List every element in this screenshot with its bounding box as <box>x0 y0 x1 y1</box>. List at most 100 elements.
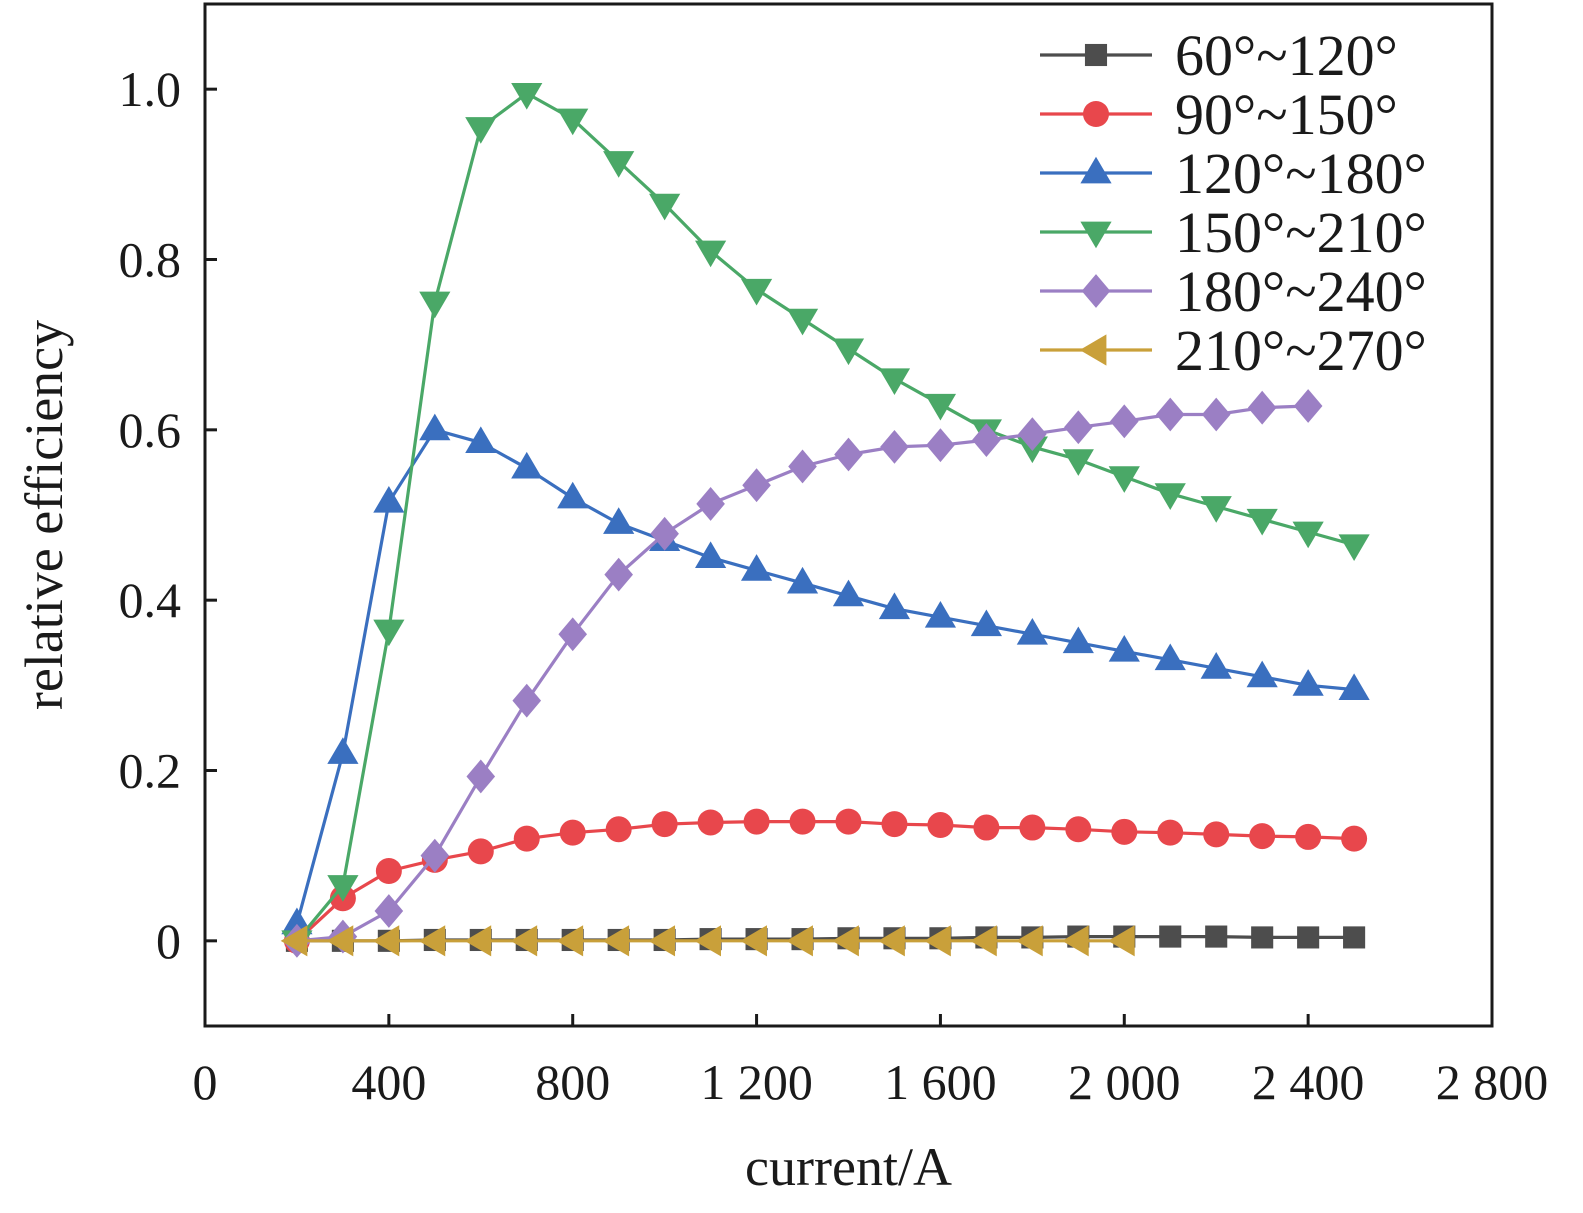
data-point <box>375 857 402 884</box>
data-point <box>280 925 308 957</box>
data-point <box>604 557 633 592</box>
y-axis-title: relative efficiency <box>14 320 74 710</box>
x-tick-label: 1 600 <box>884 1054 997 1110</box>
data-point <box>1108 466 1140 493</box>
data-point <box>327 875 359 902</box>
data-point <box>1343 926 1366 949</box>
data-point <box>1251 926 1274 949</box>
data-point <box>1297 926 1320 949</box>
data-point <box>556 925 584 957</box>
data-point <box>557 108 589 136</box>
data-point <box>743 808 770 835</box>
legend-label: 180°~240° <box>1175 259 1427 324</box>
data-point <box>511 83 543 110</box>
data-point <box>924 925 951 957</box>
data-point <box>694 925 722 957</box>
data-point <box>1109 404 1139 439</box>
data-point <box>1108 925 1135 957</box>
data-point <box>1295 823 1322 850</box>
data-point <box>835 808 862 835</box>
data-point <box>697 809 724 836</box>
x-tick-label: 400 <box>351 1054 426 1110</box>
data-point <box>1154 643 1186 671</box>
data-point <box>326 925 354 957</box>
data-point <box>970 925 997 957</box>
data-point <box>880 429 909 464</box>
legend-entry-6: 210°~270° <box>1040 318 1427 383</box>
data-point <box>786 925 813 957</box>
data-point <box>881 811 908 838</box>
data-point <box>696 487 725 521</box>
legend-marker <box>1084 43 1108 67</box>
data-point <box>605 816 632 843</box>
data-point <box>789 808 816 835</box>
data-point <box>1154 483 1186 510</box>
data-point <box>419 291 451 319</box>
data-point <box>648 925 676 957</box>
legend-marker <box>1080 156 1112 184</box>
data-point <box>695 541 727 568</box>
legend-label: 90°~150° <box>1175 82 1398 147</box>
data-point <box>1111 818 1138 845</box>
legend-label: 210°~270° <box>1175 318 1427 383</box>
x-axis-title: current/A <box>745 1137 952 1197</box>
data-point <box>1247 390 1277 425</box>
data-point <box>466 759 496 794</box>
data-point <box>788 449 817 484</box>
data-point <box>786 308 819 336</box>
data-point <box>651 811 678 838</box>
data-point <box>420 838 450 873</box>
legend-label: 60°~120° <box>1175 23 1398 88</box>
data-point <box>603 507 635 534</box>
data-point <box>464 925 492 957</box>
data-point <box>1016 617 1048 645</box>
data-point <box>1203 821 1230 848</box>
data-point <box>1019 814 1046 841</box>
data-point <box>1341 825 1368 852</box>
data-point <box>373 619 405 647</box>
series-1 <box>285 925 1366 952</box>
data-point <box>512 683 542 718</box>
data-point <box>603 151 635 178</box>
data-point <box>602 925 630 957</box>
data-point <box>927 812 954 839</box>
data-point <box>1159 925 1182 948</box>
data-point <box>878 592 911 620</box>
legend-marker <box>1083 101 1109 127</box>
data-point <box>1155 397 1185 432</box>
x-tick-label: 2 400 <box>1252 1054 1365 1110</box>
data-point <box>924 393 957 421</box>
series-line <box>295 819 1355 942</box>
data-point <box>1205 925 1228 948</box>
data-point <box>513 825 540 852</box>
y-tick-label: 0.4 <box>119 572 182 628</box>
data-point <box>327 737 359 764</box>
data-point <box>1062 925 1089 957</box>
legend-entry-1: 60°~120° <box>1040 23 1398 88</box>
x-tick-label: 0 <box>193 1054 218 1110</box>
x-tick-label: 2 000 <box>1068 1054 1181 1110</box>
legend-entry-5: 180°~240° <box>1040 259 1427 324</box>
data-point <box>832 925 859 957</box>
data-point <box>973 814 1000 841</box>
data-point <box>695 240 727 268</box>
legend-label: 150°~210° <box>1175 200 1427 265</box>
data-point <box>557 481 589 509</box>
plot-frame <box>203 2 1494 1028</box>
y-tick-label: 0.2 <box>119 743 182 799</box>
data-point <box>1249 823 1276 850</box>
legend: 60°~120°90°~150°120°~180°150°~210°180°~2… <box>1040 23 1427 383</box>
legend-entry-2: 90°~150° <box>1040 82 1398 147</box>
data-point <box>740 925 767 957</box>
data-point <box>374 894 404 928</box>
data-point <box>510 925 538 957</box>
data-point <box>419 413 451 441</box>
data-point <box>373 485 405 513</box>
data-point <box>1292 669 1324 696</box>
data-point <box>1065 816 1092 843</box>
data-point <box>511 451 543 479</box>
data-point <box>467 838 494 865</box>
series-2 <box>283 808 1368 954</box>
legend-entry-4: 150°~210° <box>1040 200 1427 265</box>
